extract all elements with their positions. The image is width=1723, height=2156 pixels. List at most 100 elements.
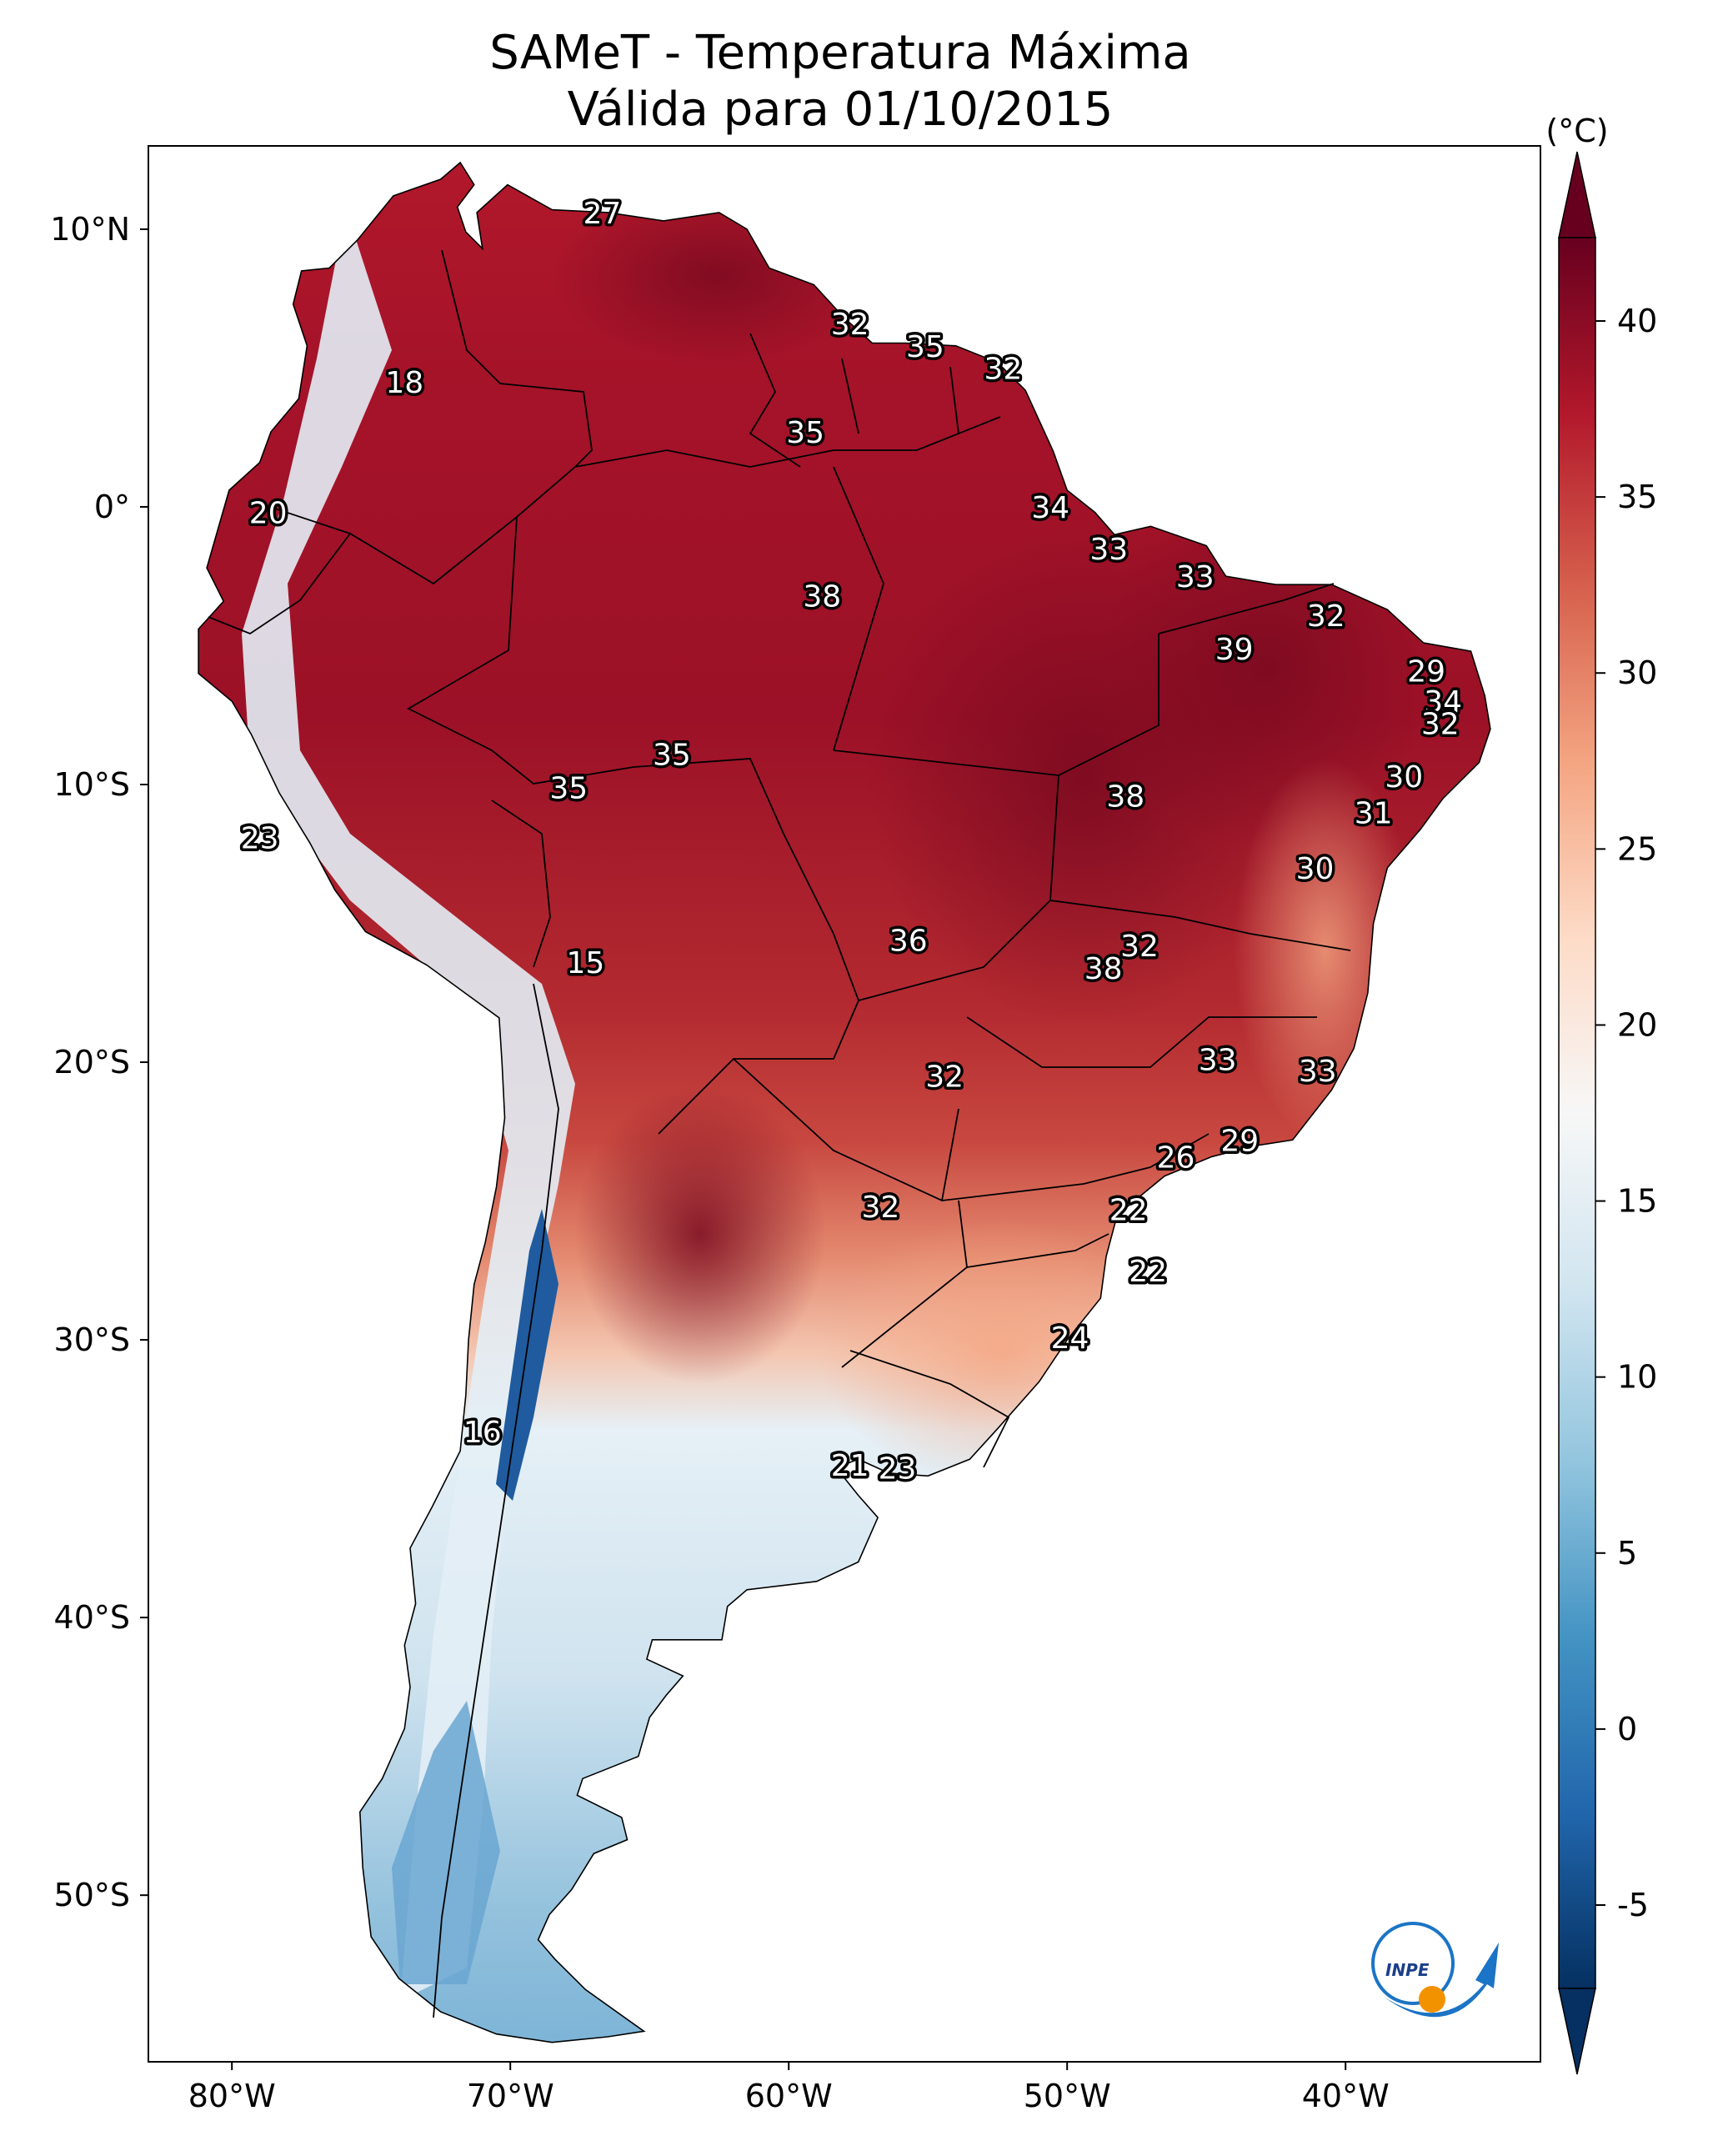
colorbar-tick-label: 35 [1617, 479, 1657, 515]
temperature-label: 21 [831, 1449, 869, 1483]
temperature-label: 20 [249, 497, 288, 531]
border-argentina-paraguay [658, 1057, 959, 1202]
temperature-label: 24 [1051, 1321, 1089, 1356]
temperature-label: 23 [241, 821, 279, 855]
temperature-label: 32 [1421, 708, 1460, 742]
border-brazil-states-4 [1049, 900, 1351, 951]
temperature-label: 22 [1129, 1255, 1167, 1289]
logo-orange-dot [1419, 1986, 1445, 2013]
longitude-axis: 80°W 70°W 60°W 50°W 40°W [188, 2062, 1390, 2114]
country-borders [208, 249, 1351, 2018]
border-argentina-brazil [841, 1200, 968, 1368]
border-brazil-states-5 [1158, 583, 1335, 634]
temperature-label: 32 [1120, 930, 1159, 964]
colorbar-tick-label: 30 [1617, 654, 1657, 691]
border-brazil-states-8 [966, 1233, 1109, 1268]
longitude-tick-label: 80°W [188, 2078, 276, 2114]
hot-core-chaco [575, 1084, 825, 1384]
border-venezuela-guyana [749, 333, 801, 468]
temperature-label: 15 [566, 946, 604, 980]
temperature-label: 32 [831, 308, 869, 342]
latitude-axis: 10°N 0° 10°S 20°S 30°S 40°S 50°S [50, 211, 148, 1913]
temperature-label: 33 [1199, 1044, 1237, 1078]
temperature-label: 35 [786, 416, 824, 450]
logo-swoosh [1384, 1943, 1499, 2018]
temperature-label: 23 [879, 1452, 917, 1486]
border-brazil-north [574, 416, 1001, 468]
colorbar-tick-label: 15 [1617, 1183, 1657, 1220]
colorbar-tick-label: 10 [1617, 1359, 1657, 1396]
latitude-tick-label: 20°S [54, 1044, 130, 1081]
colorbar-top-extension [1558, 151, 1596, 238]
latitude-tick-label: 40°S [54, 1599, 130, 1636]
temperature-label: 32 [861, 1191, 899, 1225]
logo-orbit-ring [1371, 1922, 1455, 2005]
temperature-label: 18 [385, 366, 423, 400]
temperature-label: 35 [906, 330, 944, 364]
border-uruguay [849, 1350, 1010, 1468]
colorbar-tick-label: 40 [1617, 303, 1657, 339]
border-brazil-states-3 [858, 775, 1059, 1001]
temperature-label: 38 [1106, 780, 1144, 814]
latitude-tick-label: 10°N [50, 211, 130, 248]
temperature-label: 30 [1385, 760, 1423, 795]
border-brazil-states-6 [966, 1016, 1317, 1068]
temperature-label: 33 [1176, 560, 1215, 594]
andes-cold-band [242, 208, 575, 2001]
temperature-label: 32 [925, 1060, 964, 1095]
temperature-label: 35 [549, 771, 588, 805]
border-bolivia-brazil [633, 758, 859, 1001]
temperature-label: 38 [1084, 952, 1123, 986]
andes-deep-cold [496, 1209, 558, 1501]
title-line-2: Válida para 01/10/2015 [568, 83, 1114, 137]
colorbar-unit-label: (°C) [1545, 113, 1608, 149]
border-suriname-guiana [949, 366, 959, 434]
temperature-label: 32 [984, 352, 1022, 386]
temperature-label: 22 [1109, 1194, 1148, 1228]
longitude-tick-label: 40°W [1302, 2078, 1390, 2114]
temperature-label: 36 [889, 925, 928, 959]
latitude-tick-label: 30°S [54, 1321, 130, 1358]
border-brazil-states-1 [833, 634, 1160, 776]
colorbar-tick-label: 5 [1617, 1535, 1637, 1572]
temperature-label: 39 [1215, 633, 1254, 667]
temperature-label: 32 [1307, 599, 1345, 634]
temperature-label: 29 [1407, 655, 1445, 689]
longitude-tick-label: 50°W [1024, 2078, 1111, 2114]
border-chile-argentina [433, 983, 559, 2018]
colorbar-tick-label: 25 [1617, 830, 1657, 867]
temperature-label: 29 [1220, 1124, 1259, 1158]
temperature-label: 31 [1355, 796, 1393, 830]
longitude-tick-label: 60°W [745, 2078, 833, 2114]
patagonia-cold [392, 1701, 500, 1984]
temperature-label: 33 [1299, 1055, 1337, 1089]
latitude-tick-label: 10°S [54, 766, 130, 803]
border-peru-bolivia [491, 800, 551, 968]
border-guyana-suriname [841, 358, 859, 434]
inpe-logo: INPE [1371, 1922, 1499, 2018]
colorbar-ticks: 40 35 30 25 20 15 10 5 0 -5 [1595, 303, 1657, 1923]
temperature-label: 33 [1089, 533, 1128, 567]
border-brazil-states-2 [833, 466, 884, 751]
longitude-tick-label: 70°W [467, 2078, 554, 2114]
border-colombia-peru [249, 466, 576, 585]
colorbar-tick-label: 0 [1617, 1711, 1637, 1747]
colorbar: (°C) 40 35 30 25 20 15 10 5 0 -5 [1545, 113, 1657, 2075]
temperature-label: 16 [463, 1416, 502, 1450]
colorbar-bottom-extension [1558, 1988, 1596, 2075]
colorbar-tick-label: 20 [1617, 1006, 1657, 1043]
colorbar-body [1558, 237, 1596, 1989]
border-bolivia-paraguay [734, 1000, 859, 1060]
temperature-label: 30 [1296, 852, 1335, 886]
temperature-label: 38 [803, 580, 841, 614]
temperature-label: 27 [583, 197, 621, 231]
latitude-tick-label: 0° [94, 489, 130, 525]
temperature-label: 35 [653, 738, 691, 772]
temperature-label: 34 [1424, 685, 1462, 720]
border-colombia-venezuela [441, 249, 593, 468]
title-line-1: SAMeT - Temperatura Máxima [489, 26, 1191, 80]
border-ecuador-peru [208, 533, 351, 635]
latitude-tick-label: 50°S [54, 1877, 130, 1913]
